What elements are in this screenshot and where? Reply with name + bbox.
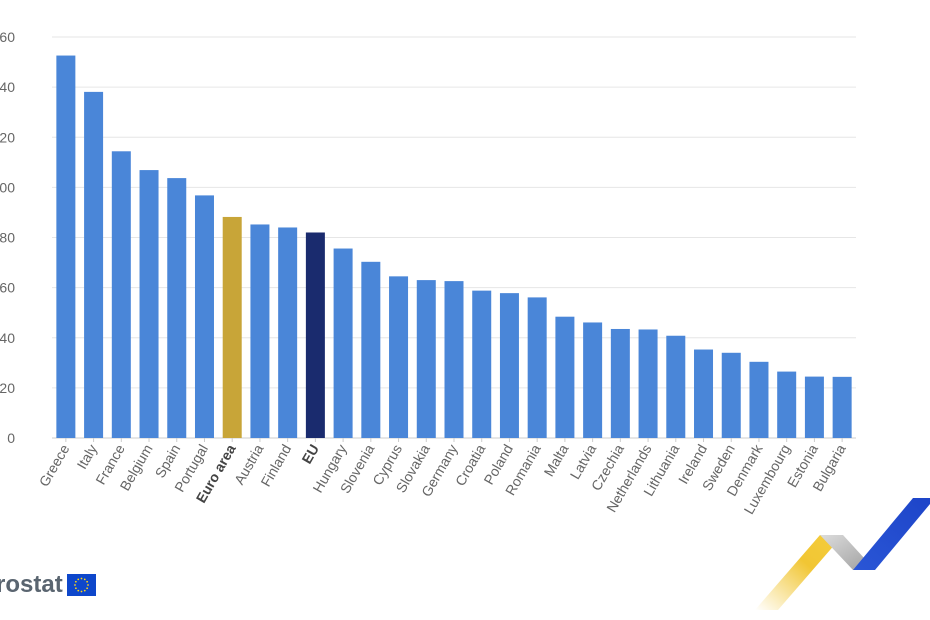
- bar-italy: [84, 91, 104, 438]
- bar-finland: [278, 227, 298, 438]
- bar-estonia: [804, 376, 824, 438]
- flag-star: [83, 578, 86, 581]
- bar-czechia: [610, 328, 630, 438]
- flag-star: [85, 587, 88, 590]
- bar-poland: [499, 293, 519, 438]
- eu-flag-icon: [66, 574, 96, 596]
- bar-latvia: [583, 322, 603, 438]
- bar-lithuania: [666, 335, 686, 438]
- bar-spain: [167, 178, 187, 438]
- bar-bulgaria: [832, 376, 852, 438]
- bar-slovakia: [416, 280, 436, 438]
- x-tick-label: EU: [298, 442, 322, 467]
- flag-star: [80, 590, 83, 593]
- y-tick-label: 80: [0, 230, 15, 246]
- bar-croatia: [472, 290, 492, 438]
- y-tick-label: 160: [0, 29, 15, 45]
- y-tick-label: 0: [7, 430, 15, 446]
- bar-portugal: [194, 195, 214, 438]
- y-tick-label: 140: [0, 79, 15, 95]
- y-tick-label: 60: [0, 280, 15, 296]
- flag-star: [85, 580, 88, 583]
- x-tick-label: Greece: [36, 441, 73, 489]
- bar-slovenia: [361, 261, 381, 438]
- flag-star: [77, 589, 79, 592]
- flag-star: [83, 589, 86, 592]
- flag-star: [80, 577, 83, 580]
- bar-france: [111, 151, 131, 438]
- eurostat-logo: rostat: [0, 571, 96, 599]
- y-tick-label: 20: [0, 380, 15, 396]
- bar-ireland: [694, 349, 714, 438]
- bar-eu: [305, 232, 325, 438]
- y-tick-label: 40: [0, 330, 15, 346]
- x-tick-label: Italy: [73, 442, 100, 472]
- bar-germany: [444, 281, 464, 438]
- flag-star: [74, 580, 77, 583]
- eurostat-wordmark: rostat: [0, 571, 63, 598]
- flag-star: [86, 584, 89, 586]
- flag-star: [74, 587, 77, 590]
- bar-cyprus: [389, 276, 409, 438]
- bar-denmark: [749, 361, 769, 438]
- flag-star: [73, 584, 76, 586]
- bar-belgium: [139, 170, 159, 438]
- bar-sweden: [721, 352, 741, 438]
- bar-euro-area: [222, 216, 242, 438]
- chevron-ribbon-icon: [755, 498, 930, 610]
- y-tick-label: 120: [0, 129, 15, 145]
- bar-romania: [527, 297, 547, 438]
- bar-malta: [555, 316, 575, 438]
- bar-hungary: [333, 248, 353, 438]
- y-tick-label: 100: [0, 179, 15, 195]
- bar-greece: [56, 55, 76, 438]
- bar-luxembourg: [777, 371, 797, 438]
- flag-star: [77, 578, 79, 581]
- bar-netherlands: [638, 329, 658, 438]
- bar-austria: [250, 224, 270, 438]
